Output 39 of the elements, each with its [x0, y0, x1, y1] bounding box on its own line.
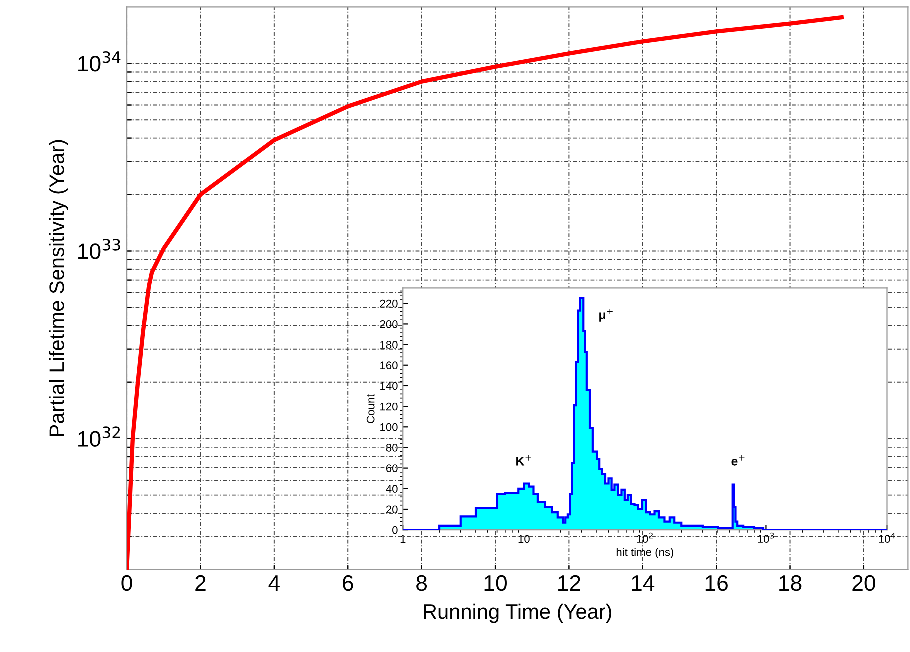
y-tick-label: 60: [386, 464, 398, 472]
y-tick-label: 120: [380, 402, 398, 411]
x-tick-label: 4: [268, 576, 280, 591]
x-tick-label: 18: [780, 575, 802, 592]
x-tick-label: 1: [400, 535, 406, 543]
y-tick-label: 100: [380, 423, 398, 432]
y-tick-label: 80: [386, 444, 398, 452]
x-axis-title: Running Time (Year): [424, 604, 612, 624]
y-tick-label: 200: [380, 320, 398, 328]
y-tick-label: 40: [386, 485, 398, 494]
annotation: e$^{+}$: [732, 455, 745, 466]
x-tick-label: 20: [852, 575, 876, 592]
x-tick-label: 10$^{3}$: [758, 532, 774, 544]
y-tick-label: 180: [380, 341, 398, 349]
y-tick-label: 220: [380, 300, 398, 308]
y-axis-title: Partial Lifetime Sensitivity (Year): [49, 140, 69, 436]
x-tick-label: 8: [416, 575, 428, 592]
annotation: μ$^{+}$: [600, 309, 613, 322]
y-tick-label: 20: [386, 506, 398, 514]
x-tick-label: 10$^{4}$: [879, 532, 896, 544]
y-axis-title: Count: [366, 394, 375, 424]
y-tick-label: 10$^{32}$: [78, 426, 120, 447]
annotation: K$^{+}$: [516, 455, 532, 466]
x-tick-label: 0: [122, 575, 132, 592]
x-tick-label: 14: [632, 576, 655, 591]
x-tick-label: 6: [343, 575, 354, 592]
y-tick-label: 0: [392, 526, 398, 534]
y-tick-label: 10$^{34}$: [78, 51, 121, 72]
x-tick-label: 12: [558, 575, 580, 591]
x-tick-label: 10$^{2}$: [637, 532, 653, 544]
y-tick-label: 140: [380, 382, 398, 390]
x-tick-label: 10: [484, 575, 507, 592]
x-tick-label: 2: [196, 575, 206, 591]
y-tick-label: 10$^{33}$: [78, 239, 120, 260]
y-tick-label: 160: [380, 362, 398, 370]
x-axis-title: hit time (ns): [616, 548, 674, 558]
line-series: [127, 16, 844, 570]
x-tick-label: 16: [706, 575, 728, 592]
x-tick-label: 10: [518, 535, 530, 544]
